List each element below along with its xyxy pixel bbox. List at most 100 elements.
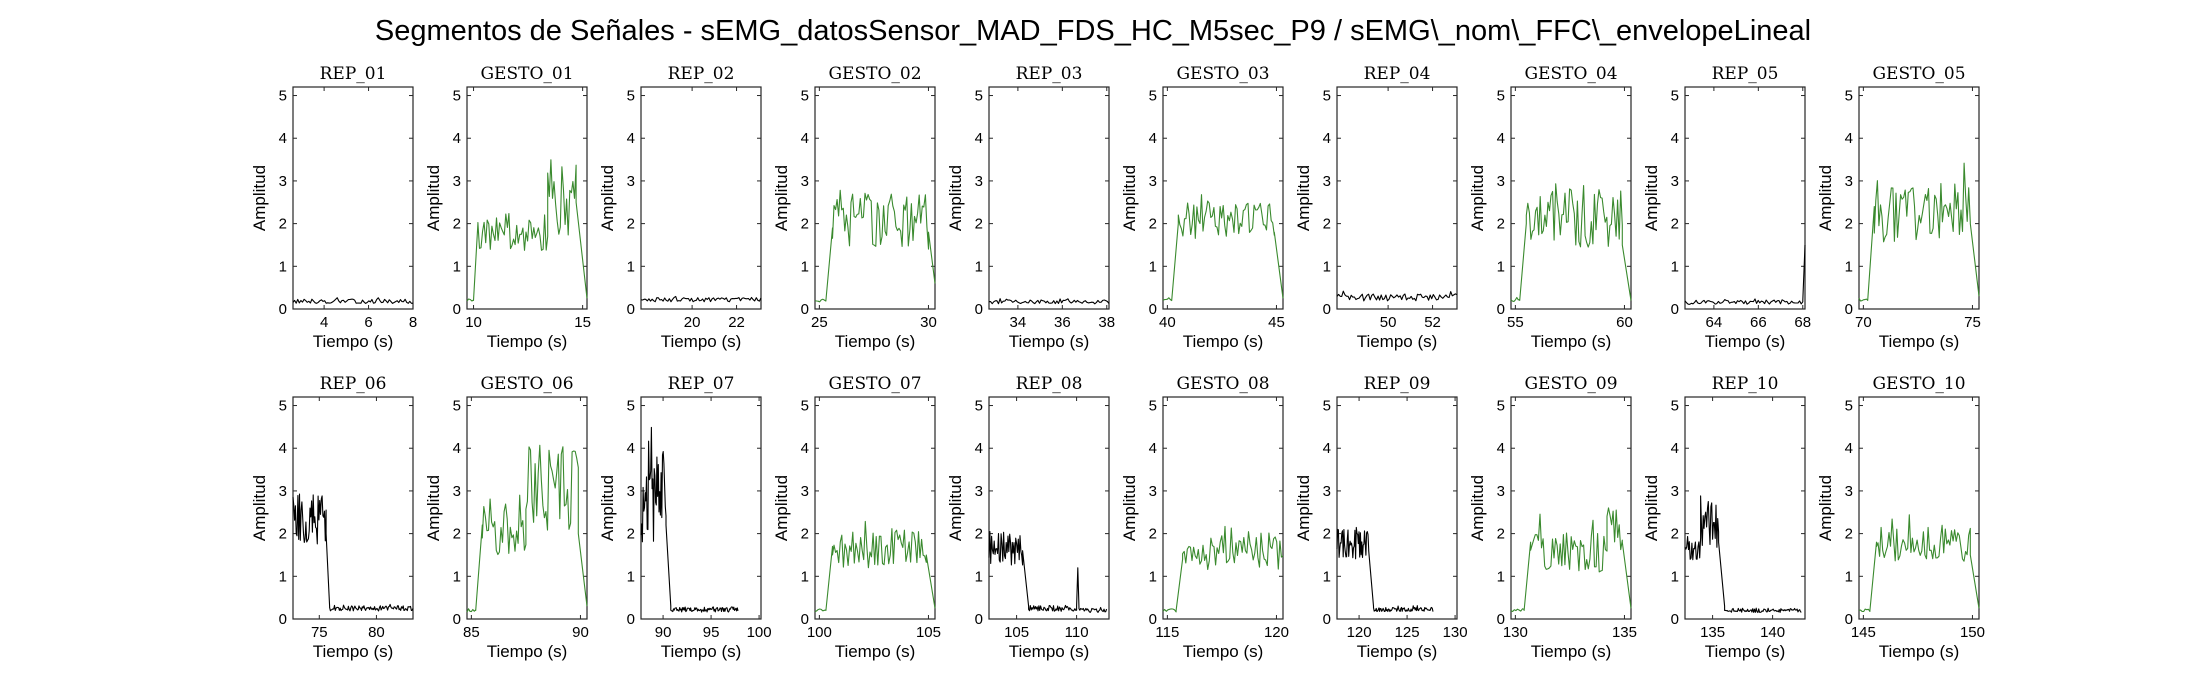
y-tick-label: 3	[975, 483, 983, 500]
x-tick-label: 105	[916, 624, 941, 641]
signal-line	[1684, 244, 1806, 305]
x-tick-label: 8	[409, 314, 417, 331]
subplot-title: GESTO_03	[1176, 64, 1269, 84]
subplot-title: GESTO_07	[828, 374, 921, 394]
plot-area	[988, 86, 1110, 310]
subplot-title: GESTO_01	[480, 64, 573, 84]
signal-line	[466, 444, 588, 613]
signal-line	[1162, 525, 1284, 613]
plot-area	[814, 396, 936, 620]
subplot-title: REP_01	[320, 64, 387, 84]
y-tick-label: 2	[1149, 216, 1157, 233]
plot-area	[640, 86, 762, 310]
signal-line	[988, 298, 1110, 305]
y-tick-label: 3	[453, 483, 461, 500]
y-axis-label: Amplitud	[1120, 475, 1139, 541]
x-tick-label: 90	[572, 624, 589, 641]
x-axis-label: Tiempo (s)	[1879, 332, 1960, 351]
y-tick-label: 0	[1323, 301, 1331, 318]
x-axis-label: Tiempo (s)	[1879, 642, 1960, 661]
y-tick-label: 1	[453, 568, 461, 585]
signal-line	[292, 297, 414, 304]
plot-area	[1684, 86, 1806, 310]
y-tick-label: 4	[279, 440, 287, 457]
y-tick-label: 2	[975, 216, 983, 233]
y-tick-label: 4	[1497, 130, 1505, 147]
y-axis-label: Amplitud	[1294, 475, 1313, 541]
plot-area	[1684, 396, 1806, 620]
y-tick-label: 5	[801, 88, 809, 105]
subplot-title: REP_08	[1016, 374, 1083, 394]
y-tick-label: 5	[801, 398, 809, 415]
y-axis-label: Amplitud	[1468, 475, 1487, 541]
x-tick-label: 100	[807, 624, 832, 641]
y-tick-label: 4	[1323, 130, 1331, 147]
y-tick-label: 0	[453, 301, 461, 318]
y-tick-label: 5	[1323, 398, 1331, 415]
x-tick-label: 15	[574, 314, 591, 331]
y-tick-label: 4	[1323, 440, 1331, 457]
x-axis-label: Tiempo (s)	[1357, 642, 1438, 661]
y-tick-label: 2	[1497, 526, 1505, 543]
y-tick-label: 3	[801, 483, 809, 500]
x-tick-label: 120	[1347, 624, 1372, 641]
y-tick-label: 2	[279, 526, 287, 543]
y-tick-label: 3	[975, 173, 983, 190]
y-tick-label: 4	[1845, 440, 1853, 457]
x-axis-label: Tiempo (s)	[313, 332, 394, 351]
y-tick-label: 5	[1323, 88, 1331, 105]
y-tick-label: 4	[1671, 130, 1679, 147]
signal-line	[640, 295, 762, 303]
y-tick-label: 4	[453, 130, 461, 147]
y-tick-label: 0	[1149, 611, 1157, 628]
subplot-title: GESTO_05	[1872, 64, 1965, 84]
y-tick-label: 0	[1323, 611, 1331, 628]
y-tick-label: 0	[627, 611, 635, 628]
y-tick-label: 0	[975, 301, 983, 318]
y-tick-label: 1	[627, 258, 635, 275]
y-axis-label: Amplitud	[424, 475, 443, 541]
x-tick-label: 20	[684, 314, 701, 331]
x-tick-label: 30	[920, 314, 937, 331]
y-tick-label: 1	[627, 568, 635, 585]
signal-line	[292, 493, 414, 612]
y-tick-label: 0	[801, 301, 809, 318]
y-tick-label: 0	[627, 301, 635, 318]
x-axis-label: Tiempo (s)	[661, 642, 742, 661]
y-tick-label: 2	[1323, 216, 1331, 233]
x-tick-label: 115	[1155, 624, 1179, 641]
y-tick-label: 4	[453, 440, 461, 457]
subplot-title: REP_02	[668, 64, 735, 84]
y-tick-label: 2	[279, 216, 287, 233]
y-tick-label: 3	[453, 173, 461, 190]
signal-line	[814, 189, 936, 303]
plot-area	[1336, 86, 1458, 310]
y-tick-label: 4	[1497, 440, 1505, 457]
signal-line	[1162, 194, 1284, 302]
x-tick-label: 85	[463, 624, 480, 641]
y-tick-label: 3	[279, 483, 287, 500]
y-axis-label: Amplitud	[250, 475, 269, 541]
y-tick-label: 0	[1497, 301, 1505, 318]
x-tick-label: 105	[1004, 624, 1029, 641]
y-tick-label: 1	[1323, 568, 1331, 585]
y-tick-label: 5	[453, 88, 461, 105]
signal-line	[1858, 514, 1980, 613]
y-tick-label: 0	[1671, 611, 1679, 628]
x-axis-label: Tiempo (s)	[1705, 332, 1786, 351]
x-axis-label: Tiempo (s)	[835, 642, 916, 661]
plot-area	[814, 86, 936, 310]
x-axis-label: Tiempo (s)	[487, 332, 568, 351]
subplot-title: GESTO_02	[828, 64, 921, 84]
y-tick-label: 3	[1497, 173, 1505, 190]
x-tick-label: 4	[320, 314, 328, 331]
